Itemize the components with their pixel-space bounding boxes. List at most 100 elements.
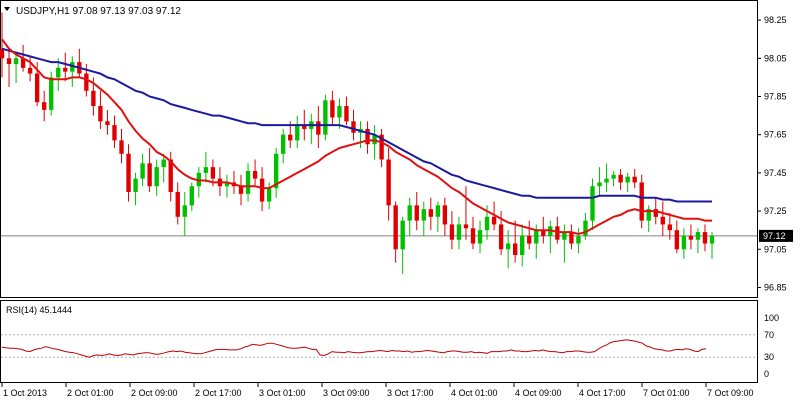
candle [576, 228, 581, 254]
candle-body [562, 232, 567, 240]
candle-body [470, 228, 476, 244]
candle [681, 228, 687, 259]
candle-body [674, 230, 680, 250]
time-tick-label: 2 Oct 09:00 [131, 388, 178, 398]
candle [470, 216, 476, 250]
candle [400, 216, 405, 275]
candle [674, 220, 680, 254]
candle [667, 212, 673, 240]
candle [695, 228, 701, 254]
candle [414, 191, 419, 231]
candle-body [414, 205, 419, 221]
candle-body [428, 209, 433, 217]
candle [147, 148, 152, 192]
triangle-down-icon[interactable] [4, 7, 10, 11]
time-tick-label: 7 Oct 01:00 [643, 388, 690, 398]
candle-body [660, 216, 665, 225]
candle [0, 12, 5, 78]
candle [295, 115, 300, 149]
candle [351, 109, 356, 141]
price-tick-label: 97.25 [764, 206, 787, 216]
candle [632, 169, 637, 189]
candle-body [709, 235, 715, 244]
candle [112, 115, 117, 149]
last-price-label: 97.12 [763, 231, 786, 241]
candle-body [611, 174, 616, 179]
candle-body [625, 176, 630, 183]
candle-body [520, 235, 525, 255]
candle-body [6, 58, 12, 65]
candle-body [639, 182, 644, 221]
candle [105, 109, 110, 135]
candle-body [484, 216, 490, 231]
candle-body [463, 224, 469, 229]
candle-body [259, 178, 265, 202]
candle [520, 224, 525, 267]
candle-body [91, 90, 96, 107]
candle-body [13, 58, 19, 65]
candle-body [288, 134, 293, 141]
candle-body [421, 209, 426, 221]
candle [316, 106, 321, 149]
candle-body [393, 205, 398, 250]
candle [203, 151, 209, 183]
candle-body [597, 182, 602, 187]
candle [245, 163, 251, 202]
ma-slow-line [1, 47, 712, 203]
candle-body [112, 125, 117, 141]
symbol-ohlc-readout: USDJPY,H1 97.08 97.13 97.03 97.12 [16, 6, 181, 17]
candle [189, 182, 194, 212]
price-panel-frame [0, 0, 758, 298]
candle-body [34, 73, 40, 103]
time-tick-label: 2 Oct 01:00 [67, 388, 114, 398]
candle-body [98, 106, 103, 122]
candle-body [688, 235, 694, 240]
price-tick-label: 98.25 [764, 15, 787, 25]
candle-body [702, 232, 708, 244]
candle [463, 186, 469, 240]
time-tick-label: 3 Oct 01:00 [259, 388, 306, 398]
candle [224, 174, 230, 198]
candle-body [295, 125, 300, 141]
candle [456, 216, 462, 250]
candle [63, 52, 68, 82]
candle-body [302, 125, 307, 129]
candle-body [379, 134, 384, 160]
time-tick-label: 2 Oct 17:00 [195, 388, 242, 398]
price-tick-label: 97.05 [764, 244, 787, 254]
candle-body [541, 230, 546, 236]
candle-body [63, 67, 68, 72]
candle [709, 232, 715, 259]
candle-body [667, 224, 673, 231]
candle-body [534, 230, 539, 244]
candle-body [435, 205, 441, 217]
price-axis: 98.25 98.05 97.85 97.65 97.45 97.25 97.05 96.85 [757, 15, 787, 292]
candle [569, 224, 574, 250]
candle [344, 96, 349, 126]
candle [393, 201, 398, 263]
rsi-label: RSI(14) 45.1444 [6, 305, 72, 315]
candle-body [512, 243, 518, 255]
candle-body [105, 121, 110, 126]
candle-body [182, 205, 187, 217]
candle-body [681, 235, 687, 250]
candle-body [316, 121, 321, 135]
time-tick-label: 7 Oct 09:00 [707, 388, 754, 398]
candlestick-series [0, 12, 715, 275]
price-tick-label: 96.85 [764, 282, 787, 292]
candle-body [498, 224, 504, 250]
rsi-panel-frame [0, 300, 758, 383]
candle-body [653, 209, 658, 217]
candle-body [273, 153, 279, 189]
candle [597, 167, 602, 196]
candle-body [330, 100, 335, 118]
candle-body [407, 205, 412, 221]
candle [330, 90, 335, 126]
candle [273, 148, 279, 198]
rsi-tick-label: 70 [764, 330, 774, 340]
candle-body [126, 153, 131, 192]
time-tick-label: 3 Oct 17:00 [387, 388, 434, 398]
candle [562, 224, 567, 263]
candle-body [133, 178, 138, 192]
